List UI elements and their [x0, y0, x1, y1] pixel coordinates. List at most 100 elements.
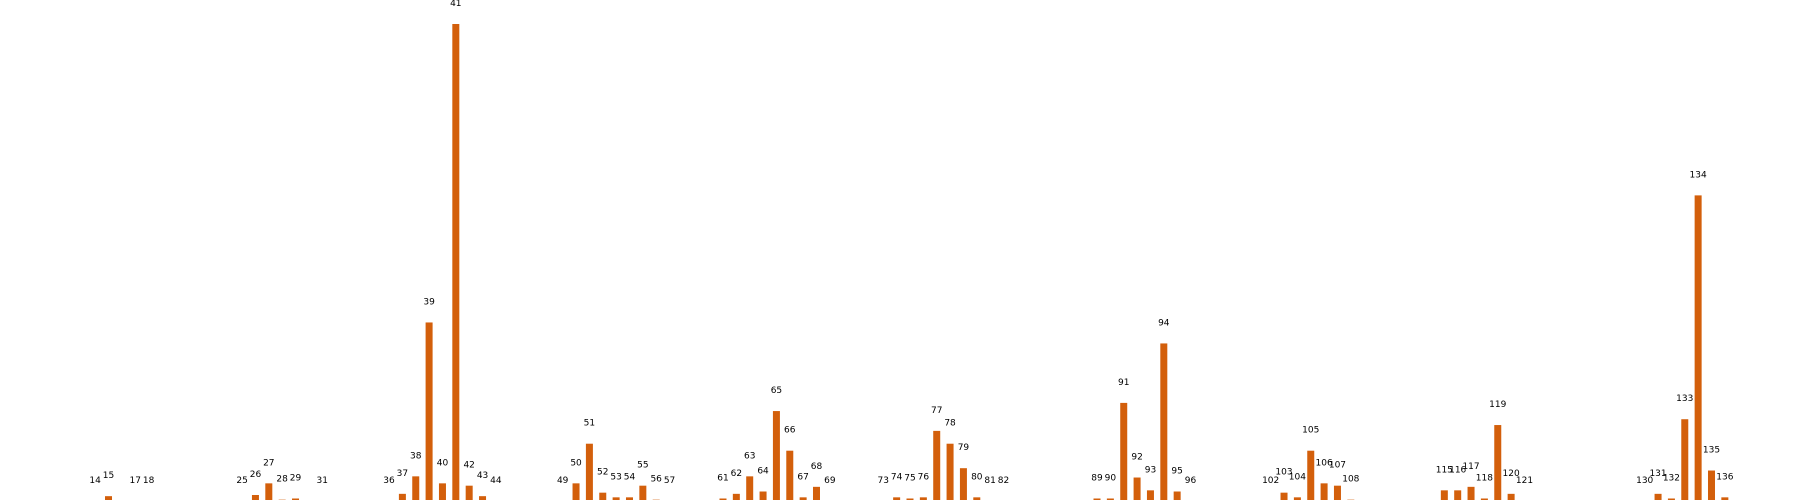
bar-label-90: 90	[1105, 474, 1117, 484]
bar-label-89: 89	[1091, 474, 1103, 484]
bar-label-41: 41	[450, 0, 461, 9]
bar-label-36: 36	[383, 476, 395, 486]
bar-50	[573, 483, 580, 500]
bar-64	[760, 492, 767, 500]
bar-91	[1120, 403, 1127, 500]
bar-135	[1708, 471, 1715, 500]
bar-134	[1695, 195, 1702, 500]
bar-40	[439, 483, 446, 500]
bar-label-79: 79	[958, 443, 970, 453]
bars-group	[92, 24, 1729, 500]
bar-63	[746, 476, 753, 500]
bar-79	[960, 468, 967, 500]
bar-label-65: 65	[771, 386, 782, 396]
bar-label-69: 69	[824, 476, 836, 486]
bar-62	[733, 494, 740, 500]
bar-label-68: 68	[811, 462, 823, 472]
bar-label-49: 49	[557, 476, 569, 486]
bar-label-107: 107	[1329, 461, 1346, 471]
bar-label-17: 17	[129, 476, 140, 486]
bar-label-91: 91	[1118, 378, 1129, 388]
bar-label-39: 39	[423, 297, 435, 307]
bar-label-82: 82	[998, 476, 1009, 486]
bar-label-27: 27	[263, 458, 274, 468]
bar-label-117: 117	[1462, 462, 1479, 472]
bar-label-28: 28	[276, 475, 288, 485]
bar-94	[1160, 343, 1167, 500]
bar-label-37: 37	[397, 469, 408, 479]
bar-label-73: 73	[878, 476, 889, 486]
bar-label-121: 121	[1516, 476, 1533, 486]
bar-95	[1174, 492, 1181, 500]
bar-51	[586, 444, 593, 500]
bar-77	[933, 431, 940, 500]
bar-label-61: 61	[717, 474, 728, 484]
bar-label-18: 18	[143, 476, 155, 486]
bar-115	[1441, 490, 1448, 500]
bar-label-94: 94	[1158, 318, 1170, 328]
bar-label-81: 81	[984, 476, 995, 486]
bar-label-64: 64	[757, 467, 769, 477]
bar-label-29: 29	[290, 474, 302, 484]
bar-label-55: 55	[637, 461, 648, 471]
bar-label-95: 95	[1171, 467, 1182, 477]
bar-label-43: 43	[477, 471, 488, 481]
bar-label-53: 53	[610, 472, 621, 482]
bar-119	[1494, 425, 1501, 500]
bar-120	[1508, 494, 1515, 500]
bar-label-54: 54	[624, 472, 636, 482]
bar-41	[452, 24, 459, 500]
bar-label-67: 67	[797, 472, 808, 482]
bar-label-50: 50	[570, 458, 582, 468]
bar-78	[947, 444, 954, 500]
bar-label-78: 78	[944, 419, 956, 429]
bar-label-75: 75	[904, 474, 915, 484]
bar-label-74: 74	[891, 472, 903, 482]
bar-38	[412, 476, 419, 500]
bar-label-96: 96	[1185, 476, 1197, 486]
bar-label-31: 31	[317, 476, 328, 486]
bar-131	[1655, 494, 1662, 500]
bar-label-136: 136	[1716, 472, 1733, 482]
bar-93	[1147, 490, 1154, 500]
bar-92	[1134, 478, 1141, 500]
bar-68	[813, 487, 820, 500]
bar-label-119: 119	[1489, 400, 1506, 410]
bar-label-135: 135	[1703, 446, 1720, 456]
bar-label-104: 104	[1289, 472, 1306, 482]
bar-label-77: 77	[931, 406, 942, 416]
bar-label-14: 14	[89, 476, 101, 486]
bar-43	[479, 496, 486, 500]
bar-label-42: 42	[463, 461, 474, 471]
bar-107	[1334, 486, 1341, 500]
bar-label-108: 108	[1342, 475, 1359, 485]
bar-65	[773, 411, 780, 500]
bar-label-80: 80	[971, 472, 983, 482]
bar-label-25: 25	[236, 476, 247, 486]
bar-label-133: 133	[1676, 394, 1693, 404]
bar-27	[265, 483, 272, 500]
bar-label-132: 132	[1663, 474, 1680, 484]
bar-label-63: 63	[744, 451, 755, 461]
bar-label-57: 57	[664, 476, 675, 486]
bar-116	[1454, 490, 1461, 500]
bar-66	[786, 451, 793, 500]
bar-label-118: 118	[1476, 474, 1493, 484]
bar-133	[1681, 419, 1688, 500]
bar-label-56: 56	[650, 475, 662, 485]
bar-42	[466, 486, 473, 500]
bar-label-66: 66	[784, 426, 796, 436]
bar-label-62: 62	[731, 469, 742, 479]
bar-label-92: 92	[1131, 453, 1142, 463]
bar-117	[1468, 487, 1475, 500]
bar-label-40: 40	[437, 458, 449, 468]
bar-label-52: 52	[597, 468, 608, 478]
bar-label-76: 76	[918, 472, 930, 482]
bar-label-15: 15	[103, 471, 114, 481]
bar-label-38: 38	[410, 451, 422, 461]
bar-label-93: 93	[1145, 465, 1156, 475]
bar-105	[1307, 451, 1314, 500]
bar-label-105: 105	[1302, 426, 1319, 436]
